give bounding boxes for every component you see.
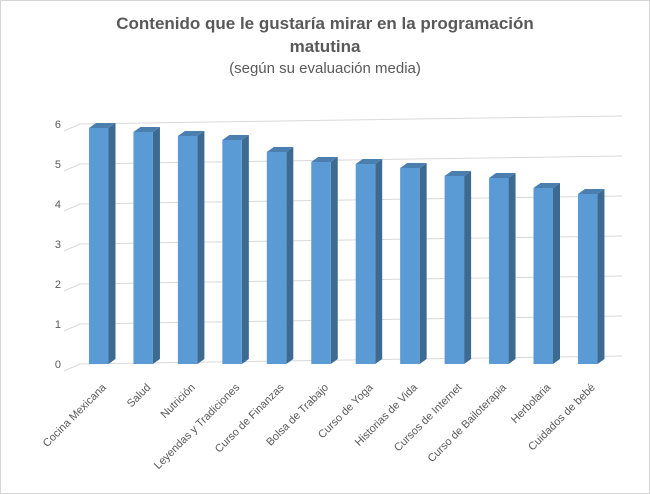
bar-front-face	[489, 178, 509, 364]
bar-front-face	[133, 132, 153, 364]
bar-side-face	[597, 189, 605, 364]
bar-side-face	[419, 163, 427, 364]
bar-top-face	[533, 183, 560, 188]
bar-front-face	[266, 152, 287, 364]
gridline	[63, 315, 623, 332]
y-axis-tick-label: 6	[55, 119, 61, 131]
x-axis-tick-label: Nutrición	[159, 382, 198, 421]
bar-front-face	[222, 140, 242, 364]
bar-side-face	[286, 147, 294, 364]
gridline	[63, 195, 623, 212]
y-axis-tick-label: 5	[55, 159, 61, 171]
gridlines: 0 1 2 3 4 5 6	[55, 115, 623, 372]
y-axis-tick-label: 0	[55, 359, 61, 371]
bar-top-face	[444, 171, 472, 176]
gridline	[63, 115, 623, 132]
chart-subtitle: (según su evaluación media)	[229, 60, 421, 77]
bar-side-face	[375, 159, 383, 364]
bar-top-face	[311, 157, 338, 162]
x-axis-tick-label: Cocina Mexicana	[41, 381, 110, 450]
y-axis-tick-label: 1	[55, 319, 61, 331]
bar-front-face	[577, 194, 598, 364]
bar-top-face	[489, 173, 516, 178]
gridline	[63, 155, 623, 172]
bar-front-face	[533, 188, 553, 364]
bar-side-face	[152, 127, 160, 364]
bar	[400, 163, 427, 364]
gridline	[63, 355, 623, 372]
bar	[444, 171, 472, 364]
y-axis-tick-label: 3	[55, 239, 61, 251]
x-axis-tick-label: Curso de Bailoterapia	[426, 381, 510, 465]
bar-side-face	[508, 173, 516, 364]
bar-side-face	[553, 183, 560, 364]
bar-top-face	[89, 123, 116, 128]
y-axis-tick-label: 2	[55, 279, 61, 291]
bar-top-face	[133, 127, 160, 132]
x-axis-tick-label: Herbolaria	[509, 381, 554, 426]
y-axis-tick-label: 4	[55, 199, 61, 211]
bar-side-face	[197, 131, 205, 364]
bar-side-face	[241, 135, 249, 364]
chart-title-block: Contenido que le gustaría mirar en la pr…	[1, 12, 649, 79]
bar-front-face	[177, 136, 198, 364]
bar-front-face	[355, 164, 376, 364]
bar-top-face	[266, 147, 294, 152]
bar-series	[89, 123, 605, 364]
gridline	[63, 235, 623, 252]
bar	[266, 147, 294, 364]
x-axis-tick-label: Leyendas y Tradiciones	[152, 381, 243, 472]
bar-top-face	[177, 131, 205, 136]
x-axis-tick-label: Salud	[125, 382, 153, 410]
bar-front-face	[89, 128, 109, 364]
bar	[577, 189, 605, 364]
bar-top-face	[577, 189, 605, 194]
bar-front-face	[444, 176, 465, 364]
bar	[222, 135, 249, 364]
gridline	[63, 275, 623, 292]
bar	[533, 183, 560, 364]
bar-front-face	[400, 168, 420, 364]
bar	[489, 173, 516, 364]
bar-front-face	[311, 162, 331, 364]
chart-title: Contenido que le gustaría mirar en la pr…	[116, 14, 534, 56]
bar	[133, 127, 160, 364]
bar	[89, 123, 116, 364]
bar-top-face	[222, 135, 249, 140]
bar-side-face	[464, 171, 472, 364]
bar	[177, 131, 205, 364]
bar-top-face	[400, 163, 427, 168]
bar	[311, 157, 338, 364]
bar-top-face	[355, 159, 383, 164]
bar	[355, 159, 383, 364]
bar-side-face	[108, 123, 116, 364]
bar-side-face	[330, 157, 338, 364]
